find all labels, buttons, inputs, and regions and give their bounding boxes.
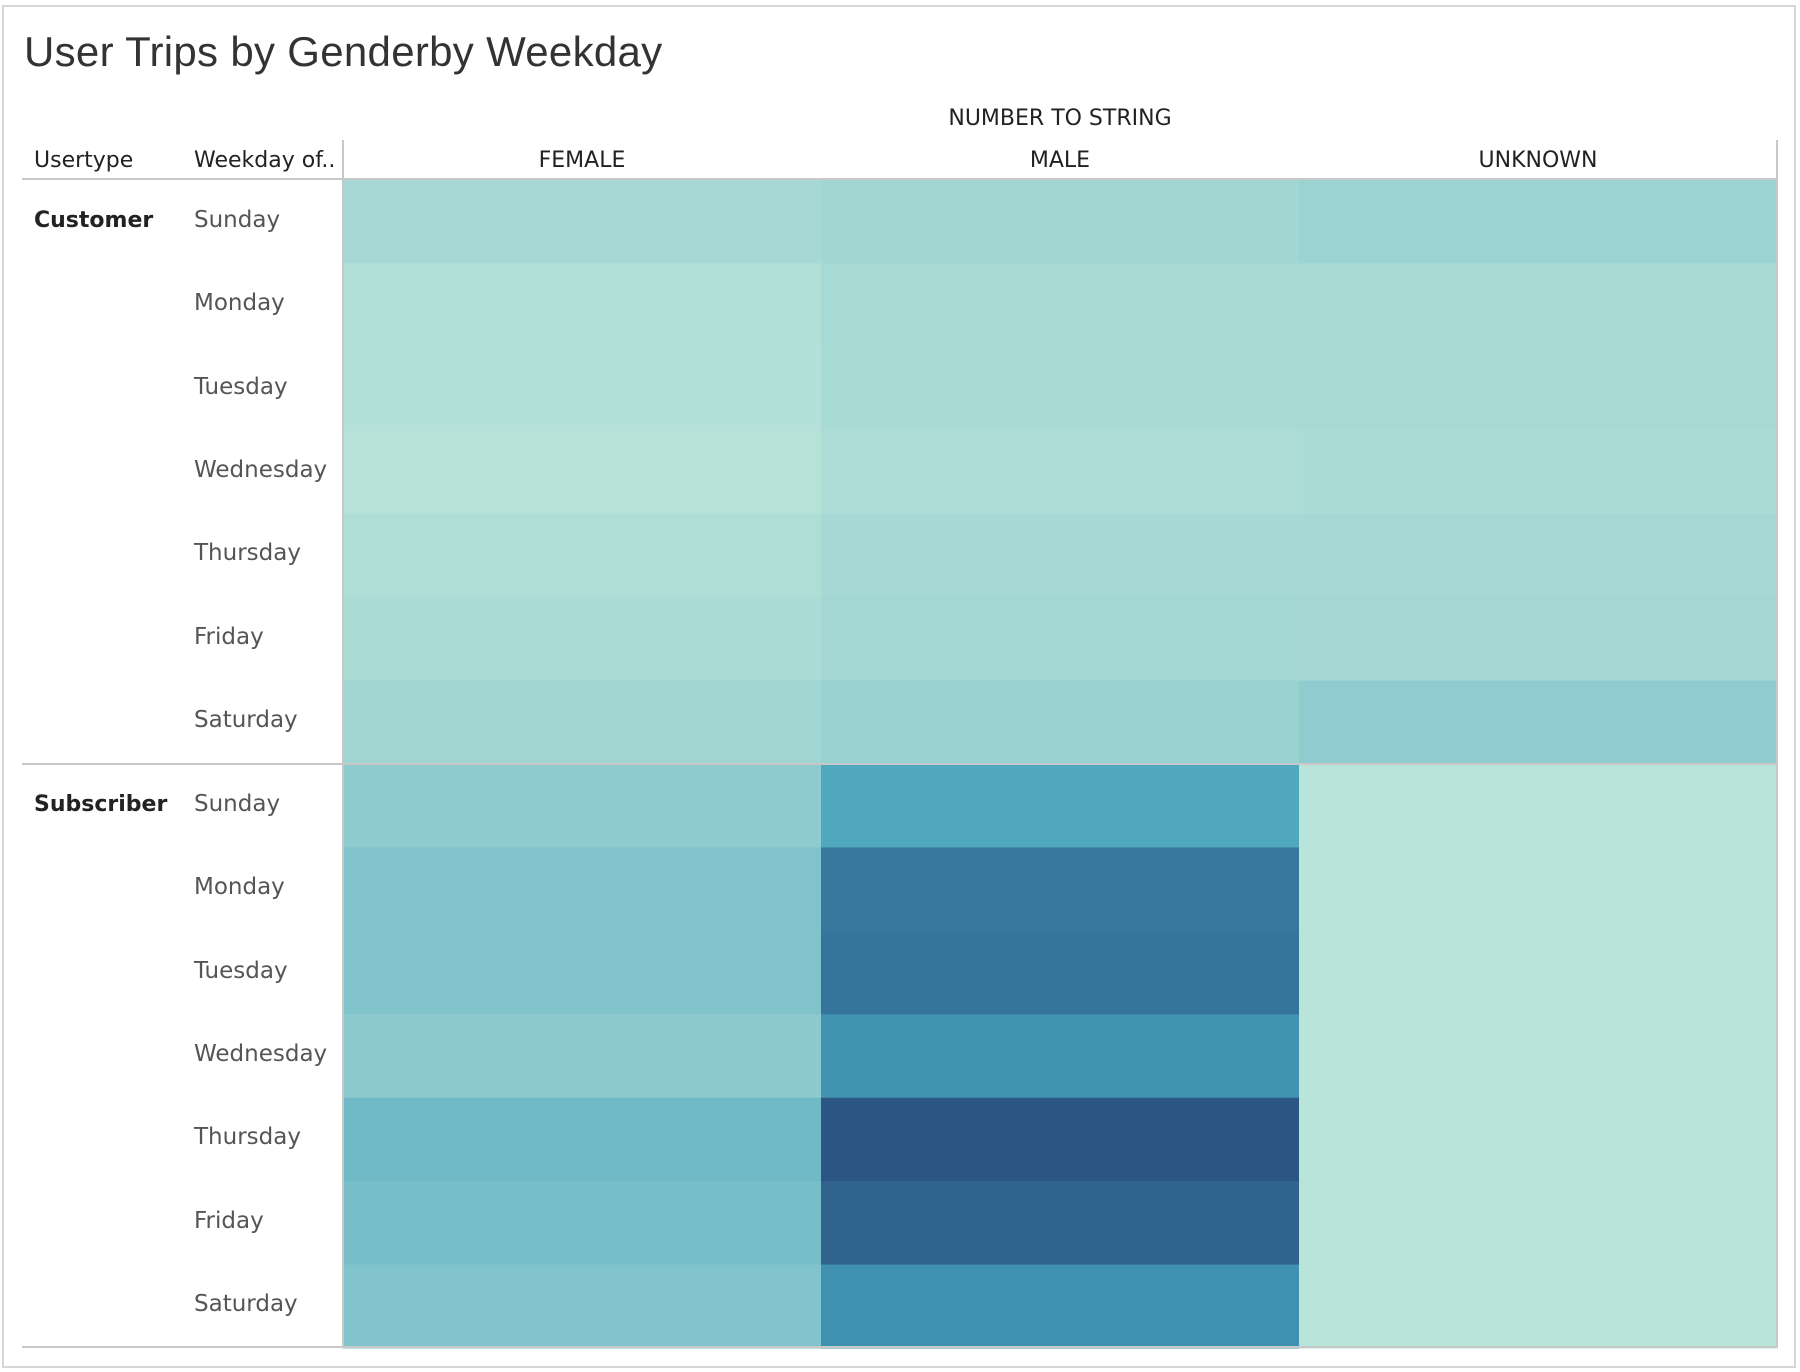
- heatmap-cell-customer-thursday-unknown[interactable]: [1299, 513, 1778, 598]
- column-label-male: MALE: [1029, 148, 1091, 173]
- heatmap-cell-customer-saturday-female[interactable]: [343, 680, 822, 765]
- heatmap-cell-subscriber-friday-female[interactable]: [343, 1181, 822, 1266]
- row-label-customer-monday: Monday: [194, 290, 285, 317]
- heatmap-cell-subscriber-saturday-female[interactable]: [343, 1264, 822, 1349]
- column-label-female: FEMALE: [538, 148, 626, 173]
- heatmap-cell-customer-wednesday-unknown[interactable]: [1299, 430, 1778, 515]
- heatmap-cell-subscriber-wednesday-unknown[interactable]: [1299, 1014, 1778, 1099]
- group-label-customer: Customer: [34, 208, 154, 233]
- heatmap-cell-customer-sunday-male[interactable]: [821, 180, 1300, 264]
- heatmap-cell-subscriber-wednesday-male[interactable]: [821, 1014, 1300, 1099]
- heatmap-cell-customer-tuesday-female[interactable]: [343, 346, 822, 431]
- heatmap-cell-subscriber-monday-unknown[interactable]: [1299, 847, 1778, 932]
- heatmap-cell-customer-thursday-male[interactable]: [821, 513, 1300, 598]
- row-label-subscriber-sunday: Sunday: [194, 790, 281, 817]
- row-label-customer-wednesday: Wednesday: [194, 457, 328, 483]
- heatmap-cell-subscriber-saturday-unknown[interactable]: [1299, 1264, 1778, 1349]
- heatmap-cell-subscriber-thursday-unknown[interactable]: [1299, 1097, 1778, 1182]
- header-divider-line: [22, 178, 1778, 180]
- row-label-subscriber-monday: Monday: [194, 874, 285, 901]
- heatmap-cell-customer-sunday-unknown[interactable]: [1299, 180, 1778, 264]
- heatmap-cell-subscriber-sunday-unknown[interactable]: [1299, 764, 1778, 848]
- heatmap-cell-customer-thursday-female[interactable]: [343, 513, 822, 598]
- heatmap-cell-customer-monday-unknown[interactable]: [1299, 263, 1778, 348]
- heatmap-cell-customer-wednesday-female[interactable]: [343, 430, 822, 515]
- heatmap-cell-subscriber-wednesday-female[interactable]: [343, 1014, 822, 1099]
- row-label-subscriber-wednesday: Wednesday: [194, 1041, 328, 1067]
- group-divider-line: [22, 763, 1778, 765]
- heatmap-cell-customer-tuesday-male[interactable]: [821, 346, 1300, 431]
- heatmap-cell-customer-friday-male[interactable]: [821, 597, 1300, 682]
- column-label-unknown: UNKNOWN: [1478, 148, 1598, 173]
- group-label-subscriber: Subscriber: [34, 792, 168, 817]
- heatmap-cell-subscriber-friday-unknown[interactable]: [1299, 1181, 1778, 1266]
- heatmap-cell-customer-saturday-male[interactable]: [821, 680, 1300, 765]
- heatmap-cell-customer-monday-female[interactable]: [343, 263, 822, 348]
- row-label-subscriber-saturday: Saturday: [194, 1291, 298, 1318]
- column-group-label: NUMBER TO STRING: [948, 106, 1172, 131]
- row-header-usertype: Usertype: [34, 148, 134, 173]
- heatmap-cell-customer-sunday-female[interactable]: [343, 180, 822, 264]
- row-header-divider-line: [342, 140, 344, 1347]
- heatmap-cell-subscriber-tuesday-male[interactable]: [821, 930, 1300, 1015]
- row-label-subscriber-thursday: Thursday: [194, 1124, 301, 1151]
- heatmap-cell-customer-wednesday-male[interactable]: [821, 430, 1300, 515]
- chart-title: User Trips by Genderby Weekday: [24, 28, 663, 75]
- row-label-subscriber-friday: Friday: [194, 1207, 264, 1234]
- heatmap-cell-subscriber-thursday-female[interactable]: [343, 1097, 822, 1182]
- row-label-customer-tuesday: Tuesday: [194, 373, 288, 400]
- bottom-border-line: [22, 1346, 1778, 1348]
- row-label-customer-saturday: Saturday: [194, 707, 298, 734]
- row-label-customer-sunday: Sunday: [194, 206, 281, 233]
- row-label-customer-friday: Friday: [194, 623, 264, 650]
- heatmap-cell-customer-friday-female[interactable]: [343, 597, 822, 682]
- right-border-line: [1776, 140, 1778, 1347]
- heatmap-cell-customer-friday-unknown[interactable]: [1299, 597, 1778, 682]
- row-header-weekday: Weekday of..: [194, 148, 336, 173]
- heatmap-cell-subscriber-sunday-male[interactable]: [821, 764, 1300, 848]
- heatmap-cell-customer-monday-male[interactable]: [821, 263, 1300, 348]
- row-label-customer-thursday: Thursday: [194, 540, 301, 567]
- heatmap-cell-subscriber-monday-female[interactable]: [343, 847, 822, 932]
- heatmap-cell-customer-saturday-unknown[interactable]: [1299, 680, 1778, 765]
- row-label-subscriber-tuesday: Tuesday: [194, 957, 288, 984]
- heatmap-cell-subscriber-sunday-female[interactable]: [343, 764, 822, 848]
- heatmap-cell-subscriber-saturday-male[interactable]: [821, 1264, 1300, 1349]
- heatmap-cell-subscriber-friday-male[interactable]: [821, 1181, 1300, 1266]
- heatmap-cell-subscriber-thursday-male[interactable]: [821, 1097, 1300, 1182]
- heatmap-cell-subscriber-monday-male[interactable]: [821, 847, 1300, 932]
- heatmap-cell-customer-tuesday-unknown[interactable]: [1299, 346, 1778, 431]
- heatmap-cell-subscriber-tuesday-unknown[interactable]: [1299, 930, 1778, 1015]
- heatmap-cell-subscriber-tuesday-female[interactable]: [343, 930, 822, 1015]
